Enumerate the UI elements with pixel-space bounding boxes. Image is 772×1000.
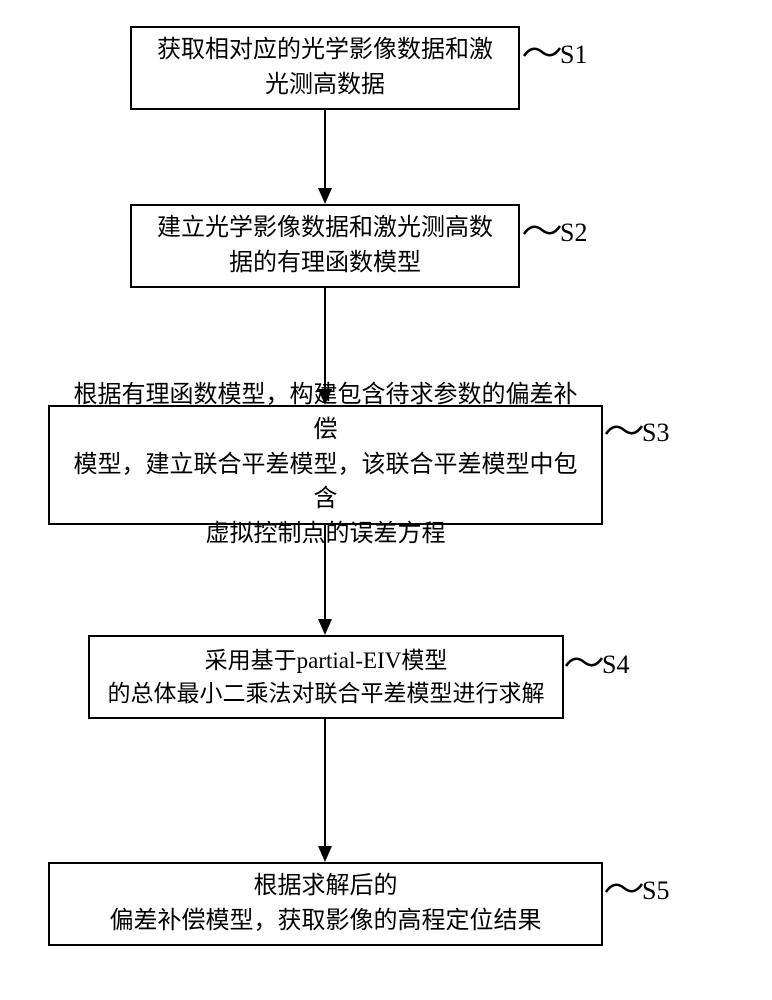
tilde-s3 — [604, 420, 644, 440]
label-s3: S3 — [642, 418, 669, 448]
label-s4: S4 — [602, 650, 629, 680]
step-s2-box: 建立光学影像数据和激光测高数据的有理函数模型 — [130, 204, 520, 288]
label-s1: S1 — [560, 40, 587, 70]
tilde-s1 — [522, 42, 562, 62]
label-s1-text: S1 — [560, 40, 587, 69]
step-s4-box: 采用基于partial-EIV模型的总体最小二乘法对联合平差模型进行求解 — [88, 635, 564, 719]
flowchart-canvas: 获取相对应的光学影像数据和激光测高数据 S1 建立光学影像数据和激光测高数据的有… — [0, 0, 772, 1000]
label-s4-text: S4 — [602, 650, 629, 679]
step-s5-text: 根据求解后的偏差补偿模型，获取影像的高程定位结果 — [110, 869, 542, 939]
tilde-s2 — [522, 220, 562, 240]
step-s1-text: 获取相对应的光学影像数据和激光测高数据 — [157, 33, 493, 103]
step-s4-text: 采用基于partial-EIV模型的总体最小二乘法对联合平差模型进行求解 — [108, 644, 545, 711]
step-s5-box: 根据求解后的偏差补偿模型，获取影像的高程定位结果 — [48, 862, 603, 946]
tilde-s4 — [564, 652, 604, 672]
step-s2-text: 建立光学影像数据和激光测高数据的有理函数模型 — [157, 211, 493, 281]
label-s5-text: S5 — [642, 876, 669, 905]
label-s3-text: S3 — [642, 418, 669, 447]
tilde-s5 — [604, 878, 644, 898]
step-s3-box: 根据有理函数模型，构建包含待求参数的偏差补偿模型，建立联合平差模型，该联合平差模… — [48, 405, 603, 525]
arrow-s2-s3 — [318, 288, 332, 405]
label-s5: S5 — [642, 876, 669, 906]
arrow-s3-s4 — [318, 525, 332, 635]
label-s2: S2 — [560, 218, 587, 248]
arrow-s1-s2 — [318, 110, 332, 204]
arrow-s4-s5 — [318, 719, 332, 862]
label-s2-text: S2 — [560, 218, 587, 247]
step-s1-box: 获取相对应的光学影像数据和激光测高数据 — [130, 26, 520, 110]
